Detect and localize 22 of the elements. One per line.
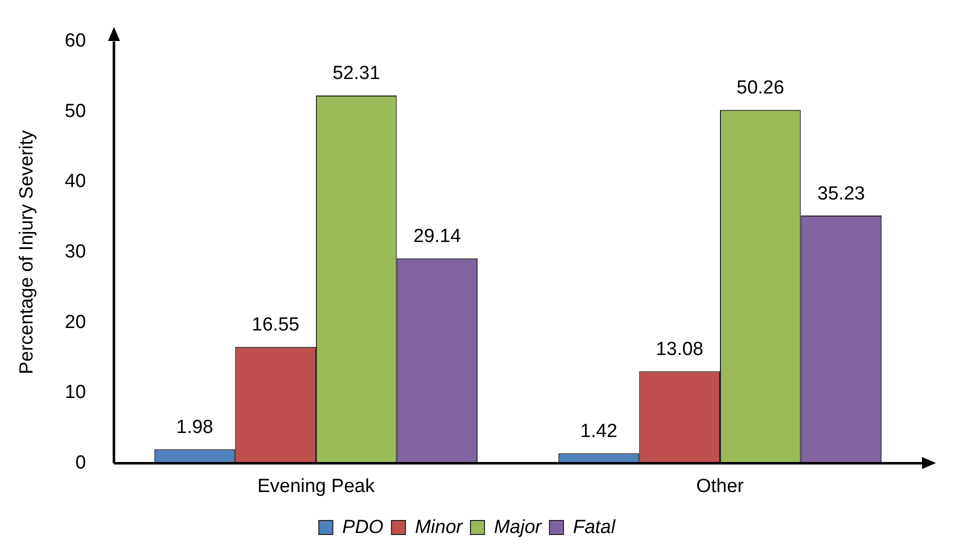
legend-label: Fatal (572, 516, 616, 538)
data-label: 13.08 (656, 338, 704, 360)
legend-label: Minor (414, 516, 464, 538)
data-label: 50.26 (736, 78, 784, 99)
data-label: 1.98 (176, 417, 214, 438)
y-tick-label: 20 (64, 312, 86, 333)
data-label: 35.23 (817, 183, 865, 204)
y-tick-label: 30 (64, 242, 86, 263)
x-tick-label: Other (696, 476, 744, 497)
y-tick-label: 0 (75, 452, 86, 474)
data-label: 1.42 (580, 420, 618, 442)
x-tick-label: Evening Peak (257, 476, 376, 497)
data-label: 52.31 (332, 63, 380, 84)
legend-label: PDO (342, 516, 384, 538)
y-tick-label: 60 (64, 30, 86, 52)
y-tick-label: 10 (64, 382, 86, 404)
data-label: 16.55 (252, 314, 300, 336)
y-tick-label: 40 (64, 171, 86, 192)
data-label: 29.14 (413, 226, 462, 248)
y-tick-label: 50 (64, 100, 86, 122)
y-axis-title: Percentage of Injury Severity (16, 130, 38, 374)
legend-label: Major (494, 516, 542, 538)
